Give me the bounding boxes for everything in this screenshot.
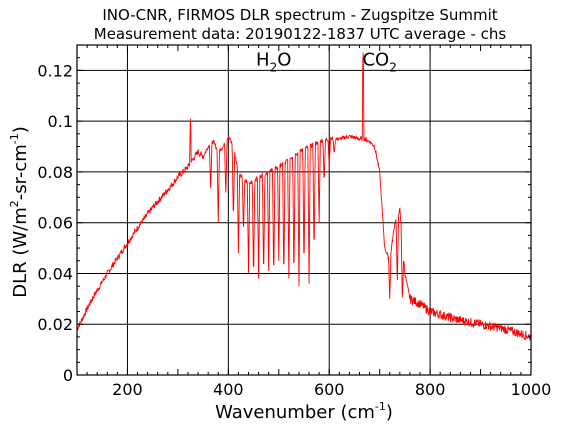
x-tick-label: 400 [213, 380, 244, 399]
y-tick-label: 0.02 [37, 315, 73, 334]
y-tick-label: 0 [63, 366, 73, 385]
y-axis-label: DLR (W/m2-sr-cm-1) [8, 126, 31, 298]
x-tick-label: 600 [314, 380, 345, 399]
y-tick-label: 0.1 [48, 112, 73, 131]
annotations: H2O CO2 [256, 49, 397, 74]
y-tick-label: 0.04 [37, 264, 73, 283]
chart-title: INO-CNR, FIRMOS DLR spectrum - Zugspitze… [102, 6, 497, 24]
tick-labels: 200 400 600 800 1000 0 0.02 0.04 0.06 0.08 0.1 0.12 [37, 61, 551, 399]
y-tick-label: 0.06 [37, 214, 73, 233]
y-tick-label: 0.12 [37, 61, 73, 80]
plot-area [77, 52, 531, 341]
band-annotation: H2O [256, 49, 291, 74]
x-tick-label: 200 [112, 380, 143, 399]
plot-frame [76, 44, 532, 376]
dlr-spectrum-line [77, 52, 531, 341]
axis-ticks [76, 44, 532, 376]
x-axis-label: Wavenumber (cm-1) [215, 400, 393, 423]
y-tick-label: 0.08 [37, 163, 73, 182]
grid-lines [77, 45, 531, 375]
x-tick-label: 1000 [511, 380, 552, 399]
x-tick-label: 800 [415, 380, 446, 399]
chart-subtitle: Measurement data: 20190122-1837 UTC aver… [94, 25, 507, 43]
band-annotation: CO2 [362, 49, 396, 74]
